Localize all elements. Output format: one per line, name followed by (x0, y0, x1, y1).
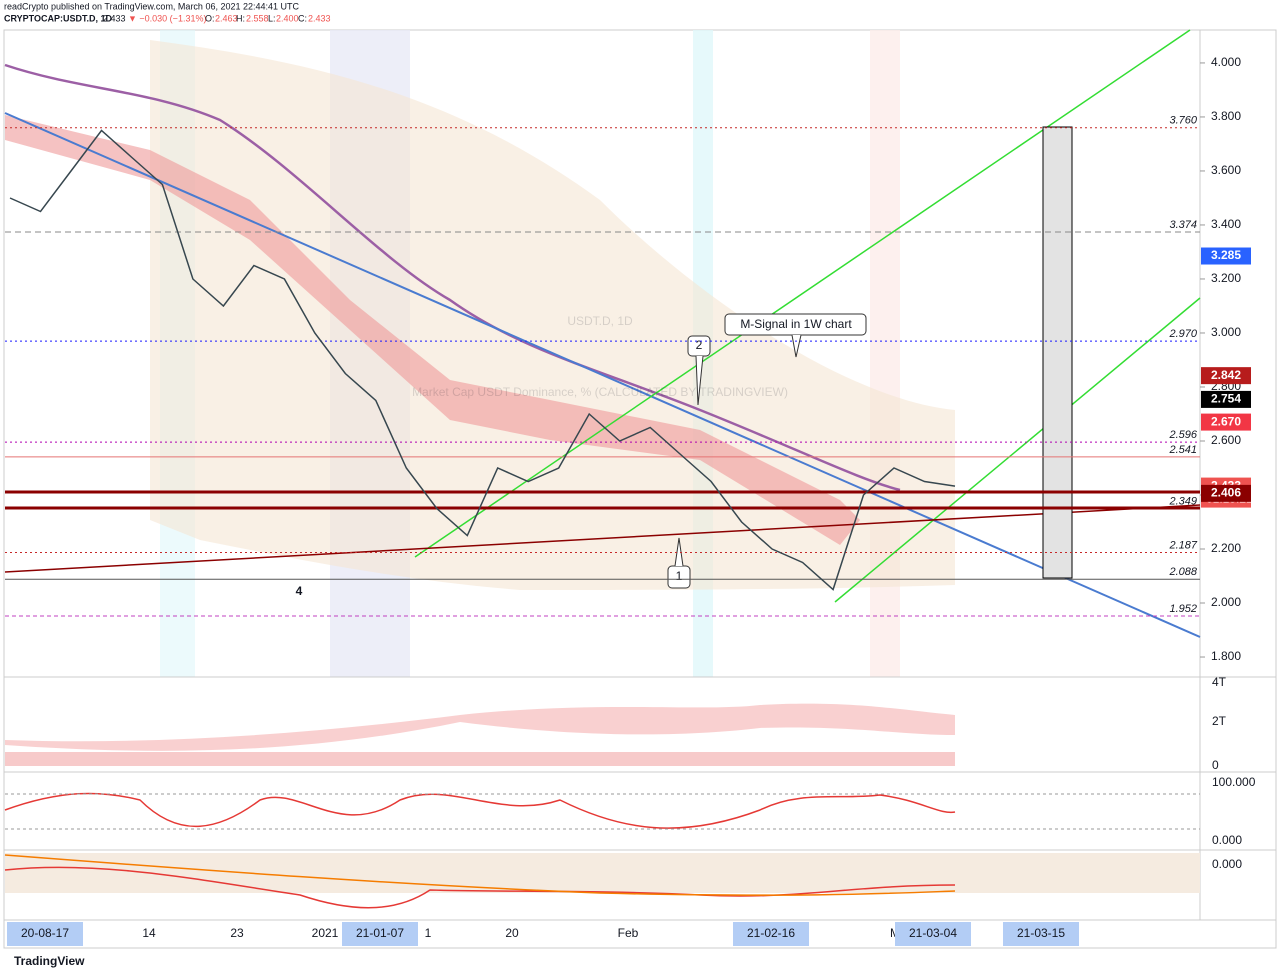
y-tick-label: 4.000 (1211, 55, 1241, 69)
price-box (1201, 413, 1251, 431)
x-tick-label: 20-08-17 (21, 926, 69, 940)
osc-signal (4, 854, 956, 896)
level-label: 2.970 (1168, 328, 1197, 340)
volume-bars (5, 752, 955, 766)
o: 2.463 (215, 13, 238, 23)
level-label: 3.760 (1169, 115, 1197, 127)
trend-line (4, 504, 1201, 573)
x-tick-label: Feb (618, 926, 639, 940)
y-tick-label: 3.000 (1211, 325, 1241, 339)
price-box-label: 2.406 (1211, 486, 1241, 500)
price-box (1201, 367, 1251, 385)
y-tick-label: 3.800 (1211, 109, 1241, 123)
wave-label: 4 (296, 584, 303, 598)
x-tick-label: 2021 (312, 926, 339, 940)
callout-pointer (791, 334, 802, 358)
pane-tick-label: 0.000 (1212, 857, 1242, 871)
x-tick-label: 14 (142, 926, 156, 940)
level-label: 2.187 (1168, 539, 1197, 551)
callout: M-Signal in 1W chart (740, 317, 852, 331)
publisher: readCrypto published on TradingView.com,… (4, 1, 300, 11)
x-tick-label: 21-03-15 (1017, 926, 1065, 940)
price-box-label: 2.670 (1211, 414, 1241, 428)
target-box (1042, 126, 1073, 579)
y-tick-label: 2.600 (1211, 433, 1241, 447)
symbol: CRYPTOCAP:USDT.D, 1D (4, 13, 113, 23)
marker-pointer (674, 537, 684, 567)
volume-cloud (5, 703, 955, 751)
c: 2.433 (308, 13, 331, 23)
date-highlight (733, 922, 809, 946)
watermark: USDT.D, 1D (567, 314, 633, 328)
o-label: O: (205, 13, 215, 23)
h: 2.558 (246, 13, 269, 23)
brand: TradingView (14, 954, 85, 968)
pane-tick-label: 4T (1212, 675, 1227, 689)
date-highlight (895, 922, 971, 946)
level-label: 2.596 (1168, 429, 1197, 441)
level-label: 2.349 (1168, 496, 1197, 508)
price-box-label: 2.754 (1211, 392, 1241, 406)
c-label: C: (298, 13, 307, 23)
last: 2.433 (103, 13, 126, 23)
trend-line (834, 297, 1201, 603)
y-tick-label: 2.200 (1211, 541, 1241, 555)
price-box (1201, 484, 1251, 502)
price-box-label: 3.285 (1211, 248, 1241, 262)
stoch-line (4, 792, 956, 829)
watermark-subtitle: Market Cap USDT Dominance, % (CALCULATED… (412, 385, 788, 399)
date-highlight (1003, 922, 1079, 946)
pane-tick-label: 0 (1212, 758, 1219, 772)
x-tick-label: 20 (505, 926, 519, 940)
l: 2.400 (276, 13, 299, 23)
pane-tick-label: 0.000 (1212, 833, 1242, 847)
ma-line (4, 63, 901, 492)
y-tick-label: 3.600 (1211, 163, 1241, 177)
price-line (9, 129, 956, 591)
trend-line (414, 29, 1191, 558)
date-highlight (7, 922, 83, 946)
level-label: 1.952 (1169, 603, 1197, 615)
marker: 1 (676, 569, 683, 583)
l-label: L: (268, 13, 276, 23)
x-tick-label: 21-01-07 (356, 926, 404, 940)
dynamic-layer: 1.8002.0002.2002.4002.6002.8003.0003.200… (5, 55, 1256, 946)
x-tick-label: 21-03-04 (909, 926, 957, 940)
trend-line (4, 112, 1201, 638)
y-tick-label: 3.400 (1211, 217, 1241, 231)
pane-tick-label: 100.000 (1212, 775, 1256, 789)
level-label: 2.541 (1168, 444, 1197, 456)
y-tick-label: 1.800 (1211, 649, 1241, 663)
frame (3, 29, 1277, 949)
level-label: 3.374 (1169, 219, 1197, 231)
marker: 2 (696, 338, 703, 352)
osc-band (5, 853, 1200, 893)
y-tick-label: 2.000 (1211, 595, 1241, 609)
x-tick-label: 23 (230, 926, 244, 940)
level-label: 2.088 (1168, 566, 1197, 578)
cloud (150, 40, 955, 590)
change: ▼ −0.030 (−1.31%) (128, 13, 206, 23)
date-highlight (342, 922, 418, 946)
h-label: H: (236, 13, 245, 23)
price-box-label: 2.842 (1211, 368, 1241, 382)
price-box (1201, 247, 1251, 265)
ma-band (5, 115, 860, 545)
y-tick-label: 3.200 (1211, 271, 1241, 285)
marker-pointer (695, 355, 704, 406)
x-tick-label: 21-02-16 (747, 926, 795, 940)
x-tick-label: 1 (425, 926, 432, 940)
pane-tick-label: 2T (1212, 714, 1227, 728)
price-box (1201, 390, 1251, 408)
